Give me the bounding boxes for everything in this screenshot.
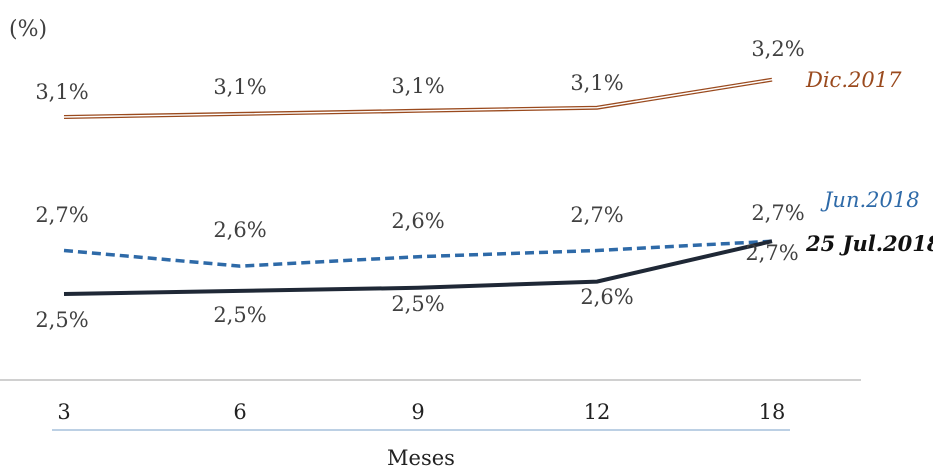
series-2: 2,5% 2,5% 2,5% 2,6% 2,7% 25 Jul.2018 (35, 231, 933, 332)
data-label: 2,5% (391, 292, 444, 316)
data-label: 2,7% (570, 203, 623, 227)
data-label: 3,1% (35, 80, 88, 104)
data-label: 2,6% (391, 209, 444, 233)
data-label: 2,6% (580, 285, 633, 309)
data-label: 3,2% (751, 37, 804, 61)
series-name-label: Dic.2017 (805, 68, 902, 92)
data-label: 2,7% (745, 241, 798, 265)
data-label: 2,7% (751, 201, 804, 225)
data-label: 3,1% (391, 74, 444, 98)
data-label: 3,1% (213, 75, 266, 99)
unit-label: (%) (9, 17, 47, 42)
data-label: 2,5% (35, 308, 88, 332)
series-line (63, 239, 773, 268)
data-label: 2,5% (213, 303, 266, 327)
x-tick-label: 18 (759, 400, 786, 424)
x-tick-label: 3 (57, 400, 70, 424)
series-name-label: Jun.2018 (820, 188, 920, 212)
series-0: 3,1% 3,1% 3,1% 3,1% 3,2%Dic.2017 (35, 37, 902, 119)
x-tick-label: 9 (411, 400, 424, 424)
data-label: 3,1% (570, 71, 623, 95)
data-label: 2,6% (213, 218, 266, 242)
series-1: 2,7% 2,6% 2,6% 2,7% 2,7% Jun.2018 (35, 188, 920, 268)
x-axis-title: Meses (387, 446, 455, 468)
series-layer: 3,1% 3,1% 3,1% 3,1% 3,2%Dic.2017 2,7% 2,6% 2,6%… (35, 37, 933, 332)
x-tick-label: 6 (233, 400, 246, 424)
x-tick-labels: 3 6 9 12 18 (57, 400, 785, 424)
series-name-label: 25 Jul.2018 (805, 231, 933, 256)
data-label: 2,7% (35, 203, 88, 227)
x-tick-label: 12 (584, 400, 611, 424)
series-line (63, 239, 773, 296)
